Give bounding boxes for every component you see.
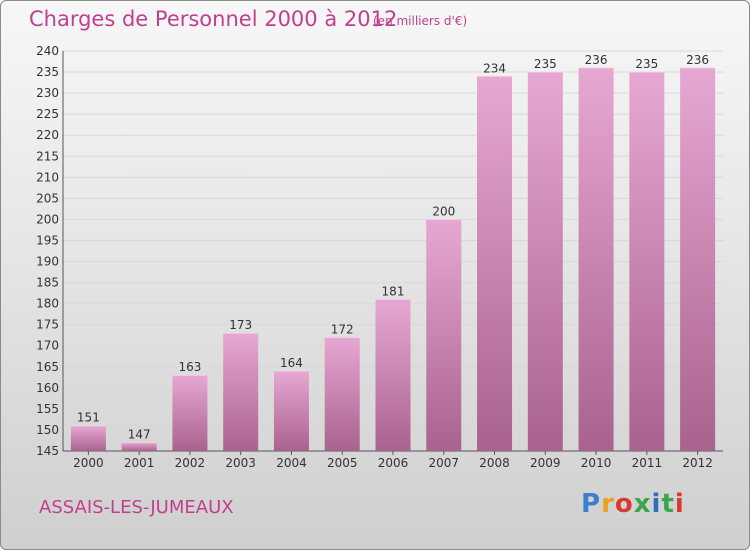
bar: [578, 67, 614, 451]
x-tick-label: 2010: [581, 456, 612, 470]
y-tick-label: 190: [36, 255, 59, 269]
data-label: 164: [280, 356, 303, 370]
data-label: 147: [128, 428, 151, 442]
bar: [70, 425, 106, 451]
y-tick-label: 195: [36, 233, 59, 247]
x-tick-label: 2008: [479, 456, 510, 470]
y-tick-label: 185: [36, 276, 59, 290]
data-label: 163: [178, 360, 201, 374]
x-tick-label: 2011: [632, 456, 663, 470]
y-tick-label: 240: [36, 44, 59, 58]
x-tick-label: 2009: [530, 456, 561, 470]
x-tick-label: 2001: [124, 456, 155, 470]
logo-letter: i: [651, 489, 662, 519]
proxiti-logo: Proxiti: [581, 489, 685, 519]
chart-subtitle: (en milliers d'€): [373, 14, 468, 28]
bar: [223, 333, 259, 451]
x-tick-label: 2012: [682, 456, 713, 470]
y-tick-label: 215: [36, 149, 59, 163]
y-tick-label: 160: [36, 381, 59, 395]
logo-letter: r: [601, 489, 615, 519]
data-label: 236: [585, 53, 608, 67]
bar: [477, 76, 513, 452]
x-tick-label: 2005: [327, 456, 358, 470]
data-label: 235: [635, 57, 658, 71]
x-tick-label: 2002: [175, 456, 206, 470]
data-label: 181: [382, 284, 405, 298]
y-tick-label: 175: [36, 318, 59, 332]
bar: [121, 442, 157, 451]
y-tick-label: 165: [36, 360, 59, 374]
bar: [273, 371, 309, 451]
bar: [527, 72, 563, 451]
y-tick-label: 225: [36, 107, 59, 121]
bar: [426, 219, 462, 451]
bar: [324, 337, 360, 451]
y-tick-label: 205: [36, 191, 59, 205]
logo-letter: o: [614, 489, 634, 519]
bar: [629, 72, 665, 451]
y-tick-label: 235: [36, 65, 59, 79]
x-tick-label: 2004: [276, 456, 307, 470]
logo-letter: x: [633, 489, 652, 519]
y-tick-label: 170: [36, 339, 59, 353]
logo-letter: i: [674, 489, 685, 519]
x-tick-label: 2000: [73, 456, 104, 470]
bar: [172, 375, 208, 451]
x-tick-label: 2003: [225, 456, 256, 470]
y-tick-label: 145: [36, 444, 59, 458]
chart-title: Charges de Personnel 2000 à 2012: [29, 7, 398, 31]
data-label: 235: [534, 57, 557, 71]
y-tick-label: 155: [36, 402, 59, 416]
bar: [680, 67, 716, 451]
logo-letter: t: [661, 489, 675, 519]
town-name: ASSAIS-LES-JUMEAUX: [39, 497, 234, 518]
bar: [375, 299, 411, 451]
label-layer: 151 147 163 173 164 172 181 200 234 235 236 235 236: [77, 53, 709, 442]
y-tick-label: 180: [36, 297, 59, 311]
y-tick-label: 150: [36, 423, 59, 437]
bar-layer: [70, 67, 716, 452]
x-tick-label: 2007: [428, 456, 459, 470]
data-label: 151: [77, 411, 100, 425]
data-label: 200: [432, 204, 455, 218]
y-tick-label: 200: [36, 212, 59, 226]
data-label: 234: [483, 61, 506, 75]
y-tick-label: 220: [36, 128, 59, 142]
data-label: 172: [331, 322, 354, 336]
y-tick-label: 210: [36, 170, 59, 184]
y-tick-label: 230: [36, 86, 59, 100]
data-label: 173: [229, 318, 252, 332]
x-tick-label: 2006: [378, 456, 409, 470]
logo-letter: P: [581, 489, 602, 519]
data-label: 236: [686, 53, 709, 67]
axis-layer: 145 150 155 160 165 170 175 180 185 190 195 200 205 2…: [36, 44, 723, 470]
